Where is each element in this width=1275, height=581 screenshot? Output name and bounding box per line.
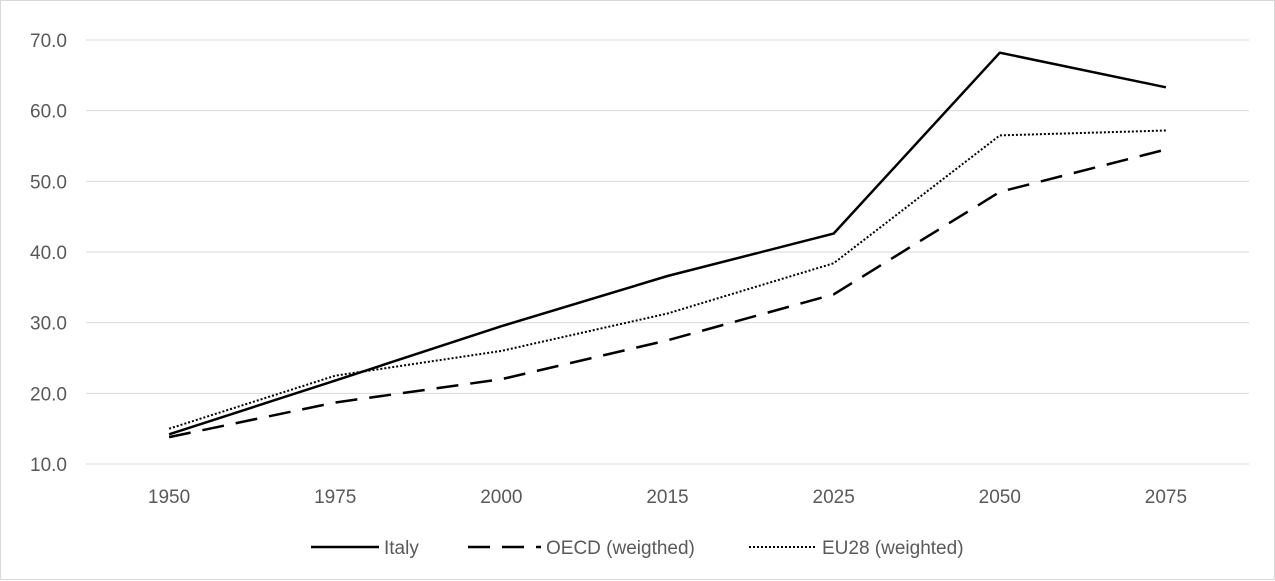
- legend-label-2: EU28 (weighted): [822, 538, 964, 559]
- x-tick-label: 2050: [979, 487, 1021, 508]
- x-axis-ticks: 1950 1975 2000 2015 2025 2050 2075: [148, 487, 1187, 508]
- x-tick-label: 2025: [813, 487, 855, 508]
- x-tick-label: 2015: [646, 487, 688, 508]
- series-line-1: [168, 148, 1167, 439]
- legend-label-1: OECD (weigthed): [546, 538, 695, 559]
- gridlines: [86, 39, 1249, 465]
- x-tick-label: 2075: [1145, 487, 1187, 508]
- y-tick-label: 20.0: [30, 384, 67, 405]
- x-tick-label: 2000: [480, 487, 522, 508]
- y-tick-label: 30.0: [30, 314, 67, 335]
- series-line-2: [168, 129, 1166, 430]
- series-line-0: [168, 51, 1167, 436]
- x-tick-label: 1950: [148, 487, 190, 508]
- y-tick-label: 10.0: [30, 455, 67, 476]
- legend-label-0: Italy: [384, 538, 419, 559]
- y-tick-label: 60.0: [30, 102, 67, 123]
- legend: Italy OECD (weigthed) EU28 (weighted): [311, 538, 964, 559]
- x-tick-label: 1975: [314, 487, 356, 508]
- series-lines: [168, 51, 1167, 439]
- y-axis-ticks: 10.0 20.0 30.0 40.0 50.0 60.0 70.0: [30, 31, 67, 476]
- y-tick-label: 40.0: [30, 243, 67, 264]
- y-tick-label: 50.0: [30, 172, 67, 193]
- y-tick-label: 70.0: [30, 31, 67, 52]
